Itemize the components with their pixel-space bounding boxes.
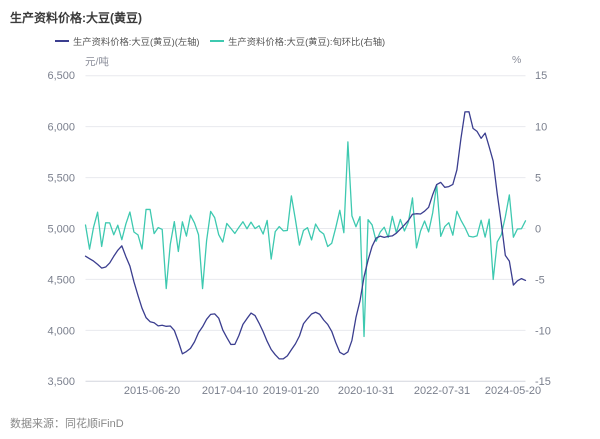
svg-text:6,000: 6,000 [47,122,75,134]
svg-text:4,500: 4,500 [47,275,75,287]
svg-text:5,000: 5,000 [47,224,75,236]
svg-text:2017-04-10: 2017-04-10 [202,385,258,397]
svg-text:5,500: 5,500 [47,173,75,185]
svg-text:5: 5 [535,173,541,185]
svg-text:4,000: 4,000 [47,326,75,338]
svg-text:2020-10-31: 2020-10-31 [338,385,394,397]
svg-text:2015-06-20: 2015-06-20 [124,385,180,397]
svg-text:2024-05-20: 2024-05-20 [485,385,541,397]
svg-text:-5: -5 [535,275,545,287]
svg-text:10: 10 [535,122,547,134]
svg-text:-10: -10 [535,326,551,338]
svg-text:6,500: 6,500 [47,70,75,82]
svg-text:2022-07-31: 2022-07-31 [414,385,470,397]
svg-text:0: 0 [535,224,541,236]
svg-text:2019-01-20: 2019-01-20 [263,385,319,397]
svg-text:3,500: 3,500 [47,376,75,388]
svg-text:15: 15 [535,70,547,82]
